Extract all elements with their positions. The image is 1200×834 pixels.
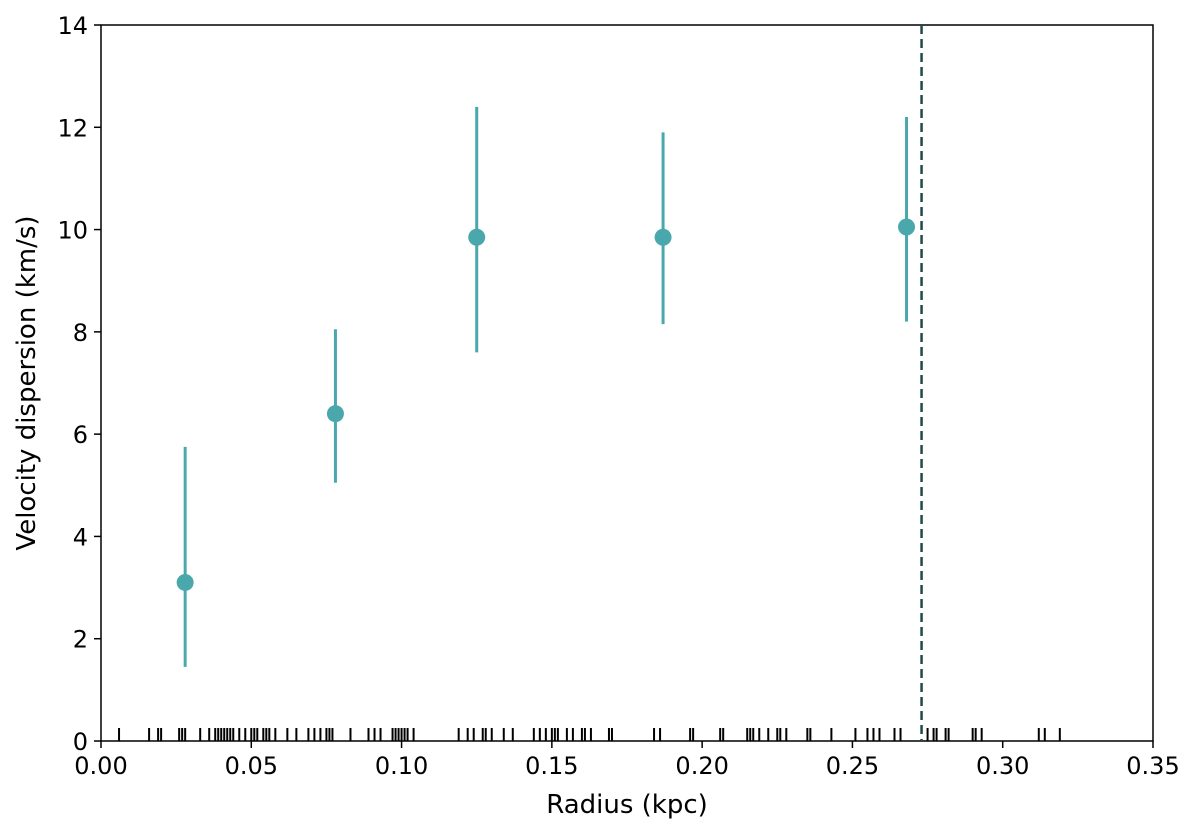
y-tick-label: 2 (73, 626, 88, 654)
x-tick-label: 0.20 (675, 752, 728, 780)
x-tick-label: 0.00 (74, 752, 127, 780)
x-axis: 0.00 0.05 0.10 0.15 0.20 0.25 0.30 0.35 (74, 741, 1180, 780)
y-tick-label: 4 (73, 523, 88, 551)
x-tick-label: 0.25 (826, 752, 879, 780)
y-tick-label: 14 (57, 12, 88, 40)
x-tick-label: 0.10 (375, 752, 428, 780)
data-series (176, 106, 916, 667)
data-point (654, 228, 672, 246)
y-tick-label: 12 (57, 114, 88, 142)
y-tick-label: 10 (57, 217, 88, 245)
y-axis-label: Velocity dispersion (km/s) (12, 215, 42, 550)
data-point (176, 573, 194, 591)
y-tick-label: 0 (73, 728, 88, 756)
data-point (326, 405, 344, 423)
x-tick-label: 0.05 (225, 752, 278, 780)
x-tick-label: 0.30 (976, 752, 1029, 780)
plot-area (100, 24, 1154, 742)
data-point (898, 218, 916, 236)
y-tick-label: 8 (73, 319, 88, 347)
y-axis: 0 2 4 6 8 10 12 14 (57, 12, 101, 756)
y-tick-label: 6 (73, 421, 88, 449)
data-point (468, 228, 486, 246)
rug-plot (118, 728, 1061, 741)
x-tick-label: 0.15 (525, 752, 578, 780)
x-axis-label: Radius (kpc) (546, 790, 708, 820)
x-tick-label: 0.35 (1126, 752, 1179, 780)
